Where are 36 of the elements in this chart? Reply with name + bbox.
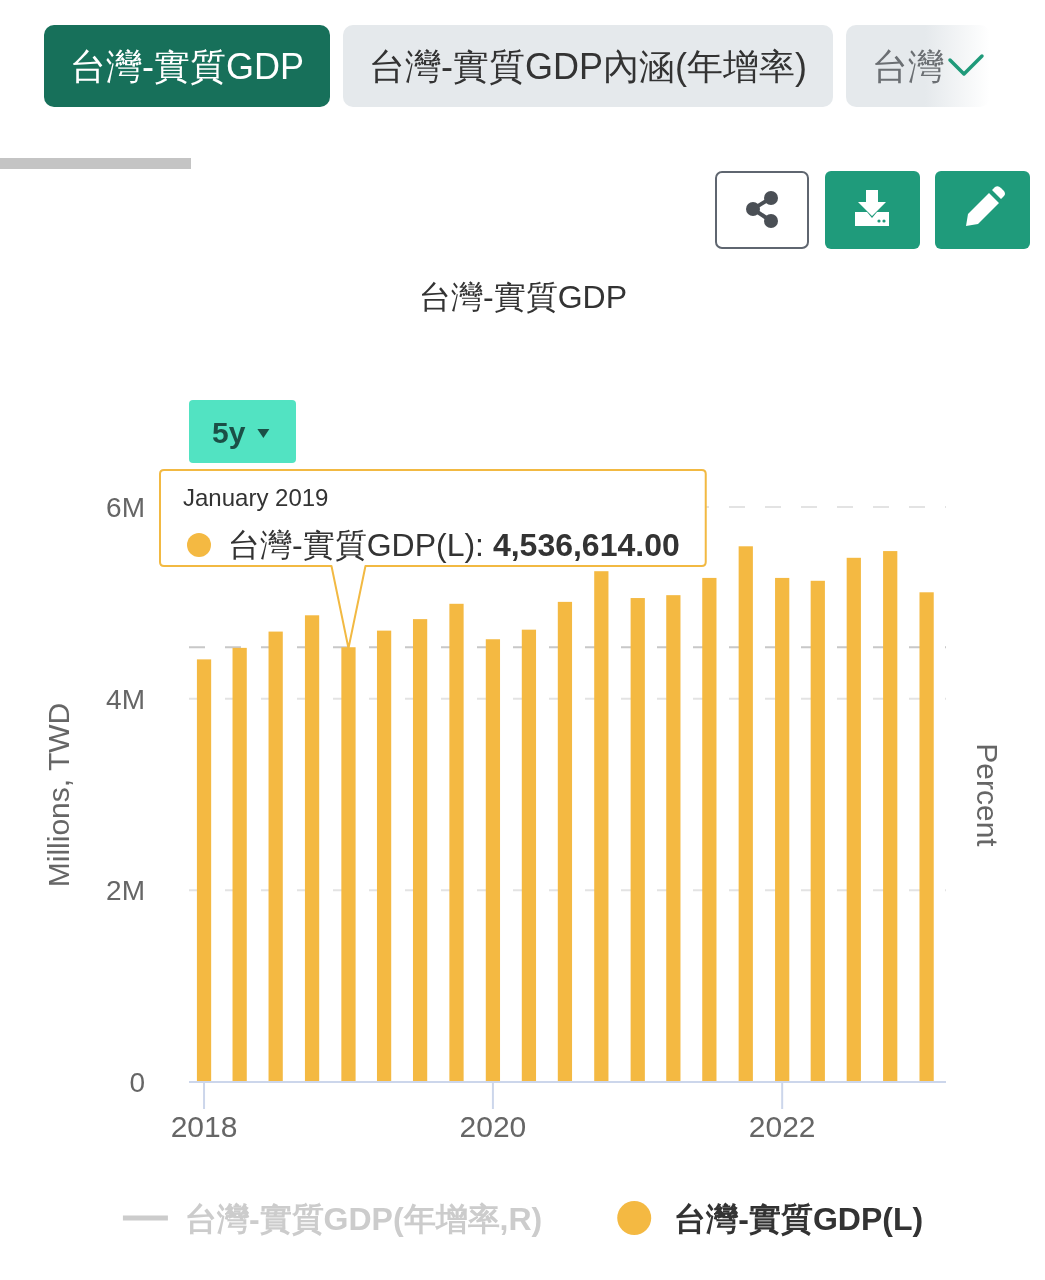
bar <box>666 595 681 1082</box>
bar <box>232 647 247 1082</box>
bar <box>702 577 717 1082</box>
x-tick-label: 2022 <box>748 1110 816 1143</box>
chart-title: 台灣-實質GDP <box>419 279 627 315</box>
bar <box>738 546 753 1082</box>
y-tick-label: 0 <box>129 1067 145 1098</box>
y2-axis-title: Percent <box>970 743 1004 848</box>
bar <box>412 619 428 1082</box>
bar <box>268 631 283 1082</box>
text: 台灣 <box>871 46 944 87</box>
y-axis-title: Millions, TWD <box>41 702 75 888</box>
bar <box>557 601 573 1082</box>
y-tick-label: 6M <box>106 492 145 523</box>
bar <box>376 630 392 1082</box>
annotation: January 2019 台灣-實質GDP(L): 4,536,614.00 <box>183 484 680 563</box>
text: 5y <box>212 416 246 449</box>
bar <box>449 603 464 1082</box>
y-tick-label: 4M <box>106 683 145 715</box>
y-tick-label: 2M <box>106 875 145 907</box>
bar <box>630 598 645 1082</box>
x-tick-label: 2018 <box>170 1110 238 1143</box>
bar <box>810 580 825 1082</box>
x-tick-label: 2020 <box>459 1110 527 1143</box>
bar <box>883 551 898 1082</box>
bar <box>846 557 861 1082</box>
bar <box>485 639 501 1082</box>
bar <box>594 571 609 1082</box>
bar <box>919 592 934 1082</box>
text: 台灣-實質GDP <box>70 46 304 87</box>
bar <box>196 659 212 1082</box>
bar <box>304 615 320 1082</box>
bar <box>521 629 537 1082</box>
bar <box>775 577 790 1082</box>
legend-label: 台灣-實質GDP(L) <box>674 1201 924 1237</box>
text: 台灣-實質GDP內涵(年增率) <box>369 46 807 87</box>
